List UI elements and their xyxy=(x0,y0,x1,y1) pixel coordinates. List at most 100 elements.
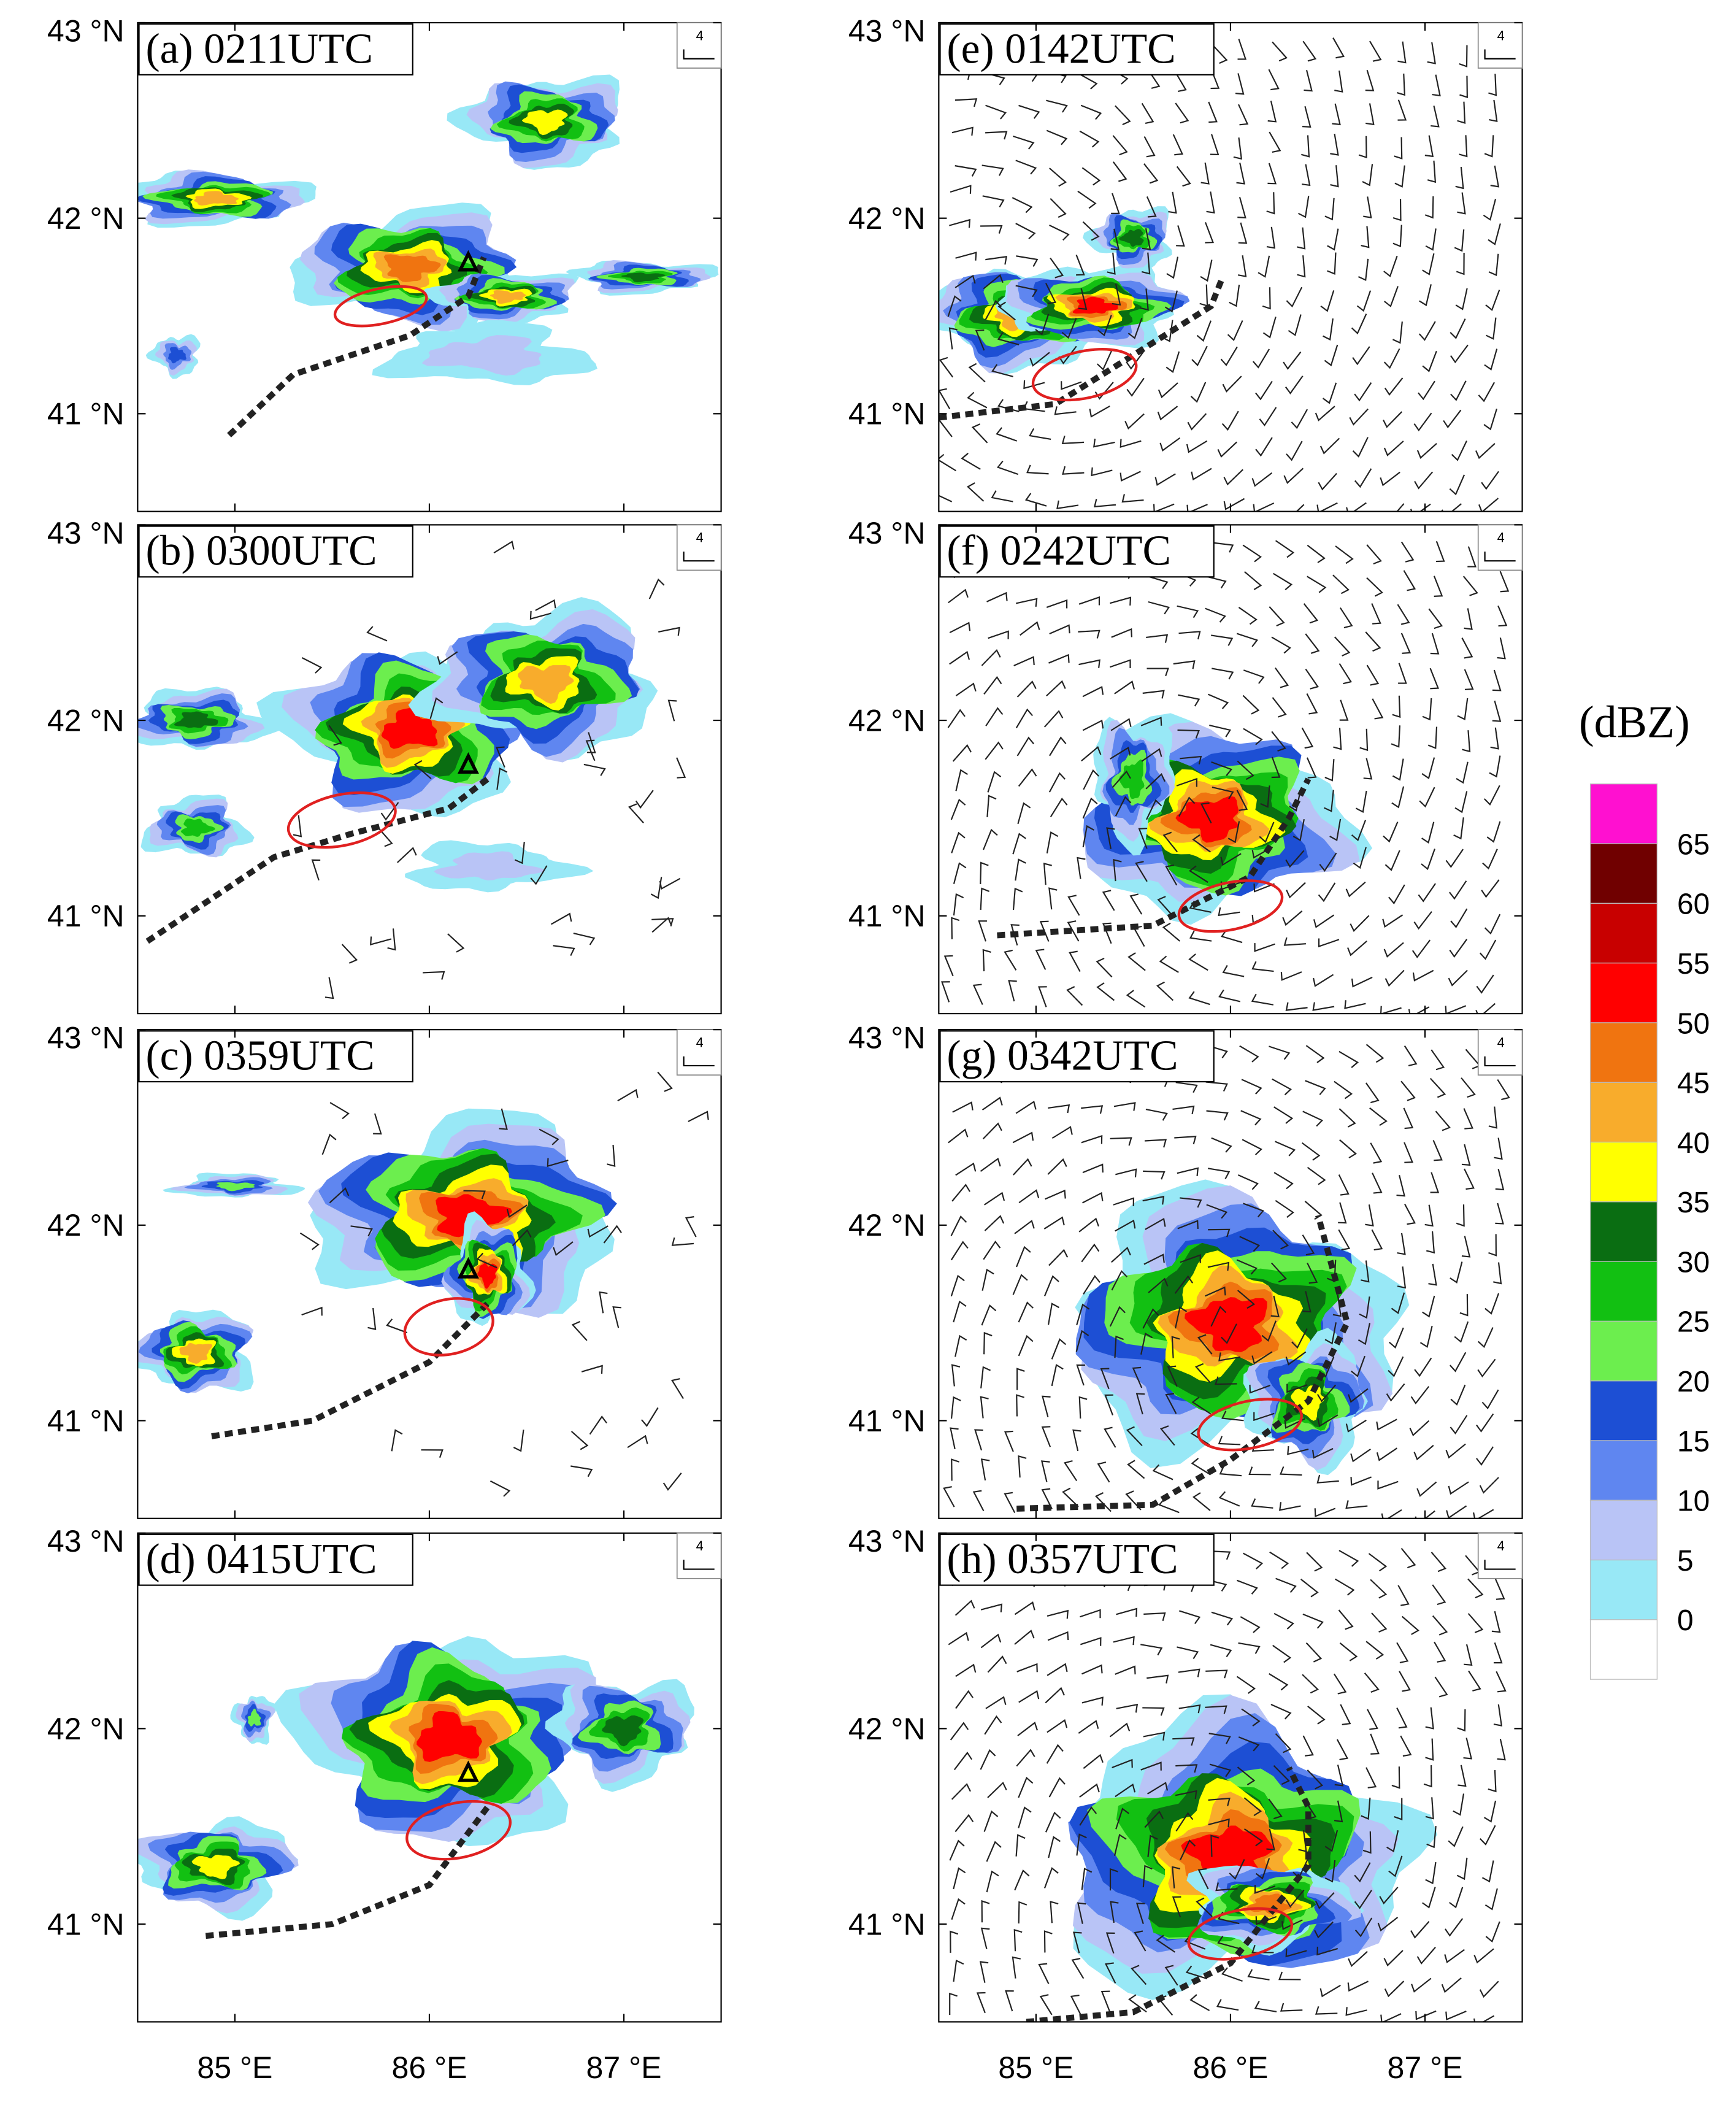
colorbar-label: 40 xyxy=(1677,1127,1710,1160)
wind-barb xyxy=(1242,544,1262,563)
wind-barb xyxy=(1208,1797,1231,1806)
wind-barb xyxy=(1467,1613,1484,1633)
wind-barb xyxy=(1048,772,1066,793)
highlight-ellipse xyxy=(1177,879,1284,933)
wind-barb xyxy=(1236,790,1248,811)
wind-barb xyxy=(1491,1611,1501,1633)
station-marker xyxy=(457,1257,479,1279)
wind-barb xyxy=(950,1215,967,1236)
wind-barb xyxy=(1093,438,1115,448)
wind-barb xyxy=(1143,1612,1166,1622)
wind-barb xyxy=(499,1108,508,1130)
wind-barb xyxy=(1494,1138,1503,1160)
wind-barb xyxy=(1076,1303,1090,1325)
front-line xyxy=(1026,1766,1312,2022)
wind-barb xyxy=(953,1867,966,1890)
wind-barb xyxy=(1029,428,1051,440)
wind-barb xyxy=(1091,467,1113,477)
wind-barb xyxy=(1483,199,1497,221)
wind-barb xyxy=(1083,1754,1104,1769)
wind-barb xyxy=(1369,40,1382,62)
wind-barb xyxy=(1468,1670,1481,1692)
wind-barb xyxy=(1306,1552,1323,1572)
reflectivity xyxy=(216,1182,255,1192)
wind-barb xyxy=(1004,949,1017,971)
wind-barb xyxy=(1205,607,1226,623)
wind-barb xyxy=(1148,601,1170,615)
wind-barb xyxy=(1353,847,1367,869)
wind-barb xyxy=(1497,637,1506,660)
wind-barb xyxy=(1171,1336,1180,1358)
wind-barb xyxy=(1206,1204,1228,1219)
wind-barb xyxy=(1120,471,1141,482)
wind-barb xyxy=(984,1715,1002,1735)
wind-barb xyxy=(997,301,1016,321)
wind-barb xyxy=(1354,468,1372,488)
wind-barb xyxy=(1296,504,1305,512)
y-tick-label: 41 °N xyxy=(47,1907,125,1941)
wind-barb xyxy=(1479,1477,1499,1494)
wind-barb xyxy=(1186,440,1208,453)
wind-barb xyxy=(1404,1203,1416,1225)
wind-barb xyxy=(659,877,681,890)
wind-barb xyxy=(1324,344,1338,367)
wind-barb xyxy=(939,495,953,502)
wind-barb xyxy=(1314,1507,1336,1517)
wind-barb xyxy=(1018,1690,1040,1703)
y-tick-label: 42 °N xyxy=(47,201,125,236)
wind-barb xyxy=(1298,1830,1307,1852)
wind-barb xyxy=(1229,284,1240,307)
wind-barb xyxy=(1453,1793,1465,1816)
colorbar-box xyxy=(1589,1619,1658,1680)
wind-barb xyxy=(1093,498,1116,508)
wind-barb xyxy=(1218,1436,1241,1446)
wind-barb xyxy=(1396,503,1405,512)
wind-barb xyxy=(1145,1217,1166,1230)
wind-barb xyxy=(1211,44,1228,64)
panel-label-box xyxy=(939,525,1215,578)
wind-barb xyxy=(1450,908,1468,928)
wind-barb xyxy=(1049,736,1067,756)
wind-barb xyxy=(1200,260,1213,282)
reflectivity xyxy=(247,1708,261,1727)
wind-barb xyxy=(1396,1174,1405,1197)
wind-barb xyxy=(1269,1673,1289,1691)
wind-barb xyxy=(1261,1320,1277,1342)
wind-barb xyxy=(985,256,1008,265)
wind-barb xyxy=(1320,290,1335,312)
wind-barb xyxy=(954,1600,975,1616)
panel-label: (d) 0415UTC xyxy=(145,1536,377,1583)
wind-barb xyxy=(1275,540,1295,558)
wind-barb xyxy=(1216,1999,1239,2011)
wind-barb xyxy=(1425,1738,1434,1761)
wind-barb xyxy=(1017,1722,1039,1736)
wind-barb xyxy=(1416,443,1437,459)
wind-barb xyxy=(1422,253,1435,275)
wind-barb xyxy=(1368,1553,1388,1572)
wind-barb xyxy=(1397,73,1405,96)
wind-barb xyxy=(1051,1126,1073,1139)
wind-barb xyxy=(1301,135,1310,158)
panel-label-box xyxy=(138,1533,413,1586)
wind-barb xyxy=(1324,790,1334,812)
wind-barb xyxy=(1348,1388,1369,1403)
wind-barb xyxy=(1004,1492,1016,1513)
wind-barb xyxy=(1340,1704,1351,1725)
wind-barb xyxy=(984,1215,1005,1231)
wind-barb xyxy=(986,1870,999,1893)
wind-barb xyxy=(1444,1949,1465,1963)
wind-barb xyxy=(1315,406,1335,422)
wind-barb xyxy=(1432,1139,1443,1161)
wind-barb xyxy=(1178,631,1201,640)
wind-barb xyxy=(1145,772,1166,790)
wind-barb xyxy=(1457,192,1466,215)
map-area xyxy=(939,23,1523,512)
wind-barb xyxy=(573,932,596,945)
wind-barb xyxy=(1391,1766,1400,1789)
wind-barb xyxy=(1305,1642,1323,1663)
wind-barb xyxy=(1271,636,1291,654)
wind-barb xyxy=(1078,1396,1088,1419)
reference-vector xyxy=(683,1560,715,1570)
wind-barb xyxy=(1361,1260,1370,1283)
wind-barb xyxy=(1082,797,1098,819)
